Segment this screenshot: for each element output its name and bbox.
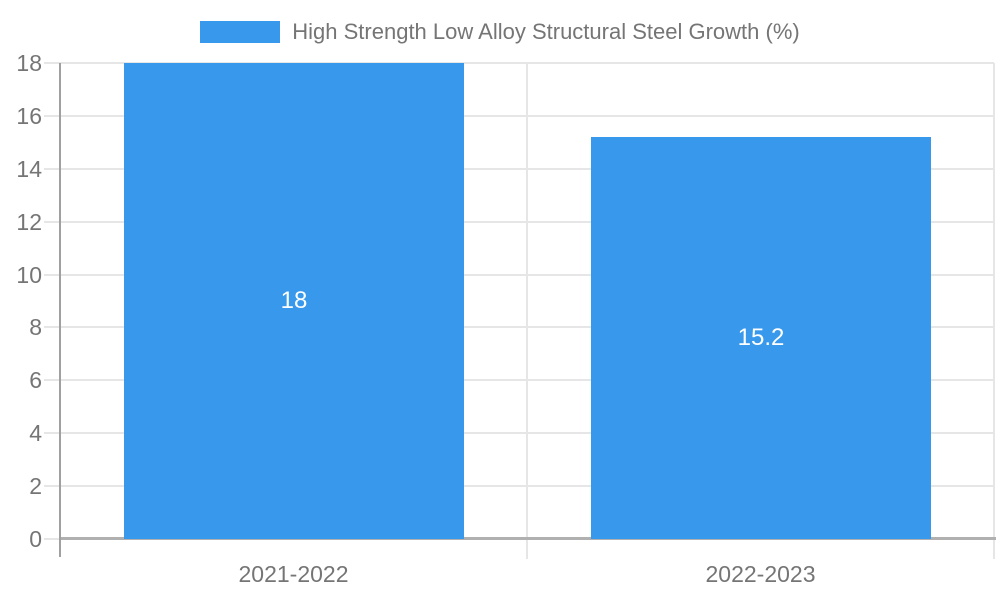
y-tick bbox=[44, 273, 60, 276]
gridline-vertical bbox=[526, 63, 528, 559]
x-axis-line bbox=[60, 537, 996, 540]
x-axis-label: 2022-2023 bbox=[705, 561, 816, 587]
legend-label: High Strength Low Alloy Structural Steel… bbox=[292, 19, 800, 44]
y-axis-label: 6 bbox=[29, 367, 42, 394]
y-tick bbox=[44, 379, 60, 382]
y-axis-line bbox=[59, 63, 61, 557]
y-tick bbox=[44, 326, 60, 329]
gridline-vertical bbox=[993, 63, 995, 559]
y-axis-label: 10 bbox=[16, 261, 42, 288]
y-tick bbox=[44, 114, 60, 117]
y-axis-label: 4 bbox=[29, 420, 42, 447]
bar-value-label: 15.2 bbox=[737, 324, 785, 351]
y-axis-label: 2 bbox=[29, 473, 42, 500]
y-axis-label: 12 bbox=[16, 208, 42, 235]
y-axis-label: 18 bbox=[16, 50, 42, 76]
y-axis-label: 8 bbox=[29, 314, 42, 341]
y-tick bbox=[44, 432, 60, 435]
bar bbox=[591, 137, 931, 539]
y-tick bbox=[44, 62, 60, 64]
bar bbox=[124, 63, 464, 539]
y-tick bbox=[44, 485, 60, 488]
x-axis-label: 2021-2022 bbox=[238, 561, 349, 587]
y-tick bbox=[44, 538, 60, 540]
y-axis-label: 16 bbox=[16, 102, 42, 129]
y-axis-label: 14 bbox=[16, 155, 42, 182]
y-tick bbox=[44, 220, 60, 223]
bar-value-label: 18 bbox=[280, 287, 308, 314]
y-axis-label: 0 bbox=[29, 526, 42, 552]
legend-swatch bbox=[200, 21, 281, 43]
y-tick bbox=[44, 167, 60, 170]
legend-item[interactable]: High Strength Low Alloy Structural Steel… bbox=[0, 19, 1000, 45]
